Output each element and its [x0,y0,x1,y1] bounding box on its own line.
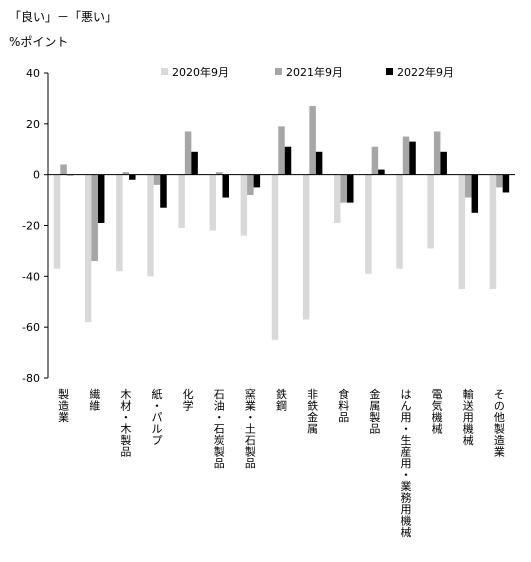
category-label-9: 非鉄金属 [307,388,318,436]
bar-1-4 [147,174,154,277]
bar-1-9 [302,174,310,320]
y-tick-label: -20 [22,220,40,233]
category-label-15: その他製造業 [494,388,505,459]
bar-2-5 [184,131,192,175]
bar-1-14 [458,174,466,290]
legend-swatch-3 [386,68,393,75]
bar-3-12 [409,141,416,175]
category-label-4: 紙・パルプ [151,387,162,447]
legend-swatch-1 [161,68,168,75]
bar-3-2 [97,174,105,223]
category-label-8: 鉄鋼 [276,387,287,413]
bar-2-6 [215,172,223,175]
legend-label-2: 2021年9月 [286,65,343,79]
chart-title: 「良い」－「悪い」 [9,10,118,24]
y-tick-label: -40 [22,270,40,283]
bar-2-13 [433,131,441,175]
bar-3-7 [253,174,261,188]
bar-2-10 [340,174,348,203]
bar-1-1 [53,174,61,269]
category-label-11: 金属製品 [369,387,380,436]
y-tick-label: 40 [26,67,40,80]
legend-label-1: 2020年9月 [172,65,229,79]
bar-3-9 [315,151,323,175]
bar-1-15 [489,174,497,290]
legend: 2020年9月 2021年9月 2022年9月 [161,65,454,79]
bar-2-3 [122,172,130,175]
bar-1-11 [365,174,372,274]
category-label-6: 石油・石炭製品 [214,388,225,470]
bar-3-6 [222,174,229,198]
bars-group [53,106,510,340]
bar-1-3 [116,174,123,272]
category-label-12: はん用・生産用・業務用機械 [401,388,412,539]
bar-2-14 [465,174,472,198]
bar-2-7 [247,174,254,195]
legend-swatch-2 [275,68,282,75]
bar-2-9 [309,106,316,175]
category-label-1: 製造業 [58,387,69,424]
bar-2-2 [91,174,98,262]
category-label-13: 電気機械 [432,388,443,436]
legend-label-3: 2022年9月 [397,65,454,79]
category-label-5: 化学 [183,387,194,413]
bar-1-13 [427,174,434,249]
category-labels: 製造業 繊維 木材・木製品 紙・パルプ 化学 石油・石炭製品 窯業・土石製品 鉄鋼 非鉄金属 食料… [58,387,505,539]
bar-3-10 [347,174,354,203]
bar-3-3 [129,174,136,180]
bar-1-2 [84,174,92,323]
bar-3-8 [284,146,292,175]
bar-3-15 [502,174,510,193]
category-label-10: 食料品 [338,387,349,424]
y-tick-label: 20 [26,118,40,131]
bar-1-8 [271,174,279,340]
category-label-3: 木材・木製品 [120,388,131,459]
bar-3-13 [440,151,447,175]
bar-2-1 [60,164,67,175]
bar-3-11 [378,169,385,175]
axes-group: 40 20 0 -20 -40 -60 -80 [22,67,515,385]
y-tick-label: 0 [33,169,40,182]
bar-1-6 [209,174,216,231]
bar-2-15 [496,174,503,188]
category-label-2: 繊維 [89,388,100,413]
bar-3-5 [191,151,198,175]
bar-3-14 [471,174,479,213]
y-axis-unit-label: %ポイント [9,35,69,49]
bar-3-4 [160,174,167,208]
bar-1-10 [334,174,341,223]
bar-2-8 [278,126,285,175]
category-label-7: 窯業・土石製品 [245,387,256,470]
y-tick-label: -60 [22,321,40,334]
bar-1-5 [178,174,185,229]
bar-2-11 [371,146,379,175]
bar-1-7 [240,174,248,236]
category-label-14: 輸送用機械 [463,387,474,447]
bar-2-4 [153,174,161,185]
bar-1-12 [396,174,403,269]
y-tick-label: -80 [22,372,40,385]
bar-2-12 [402,136,410,175]
